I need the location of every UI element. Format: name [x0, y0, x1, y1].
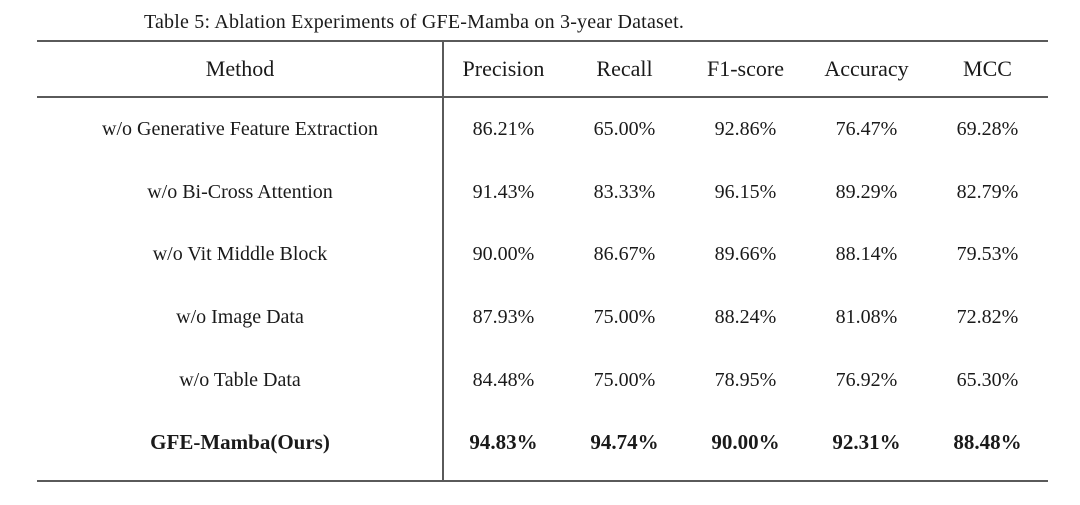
table-caption: Table 5: Ablation Experiments of GFE-Mam…: [143, 11, 685, 33]
column-header-accuracy: Accuracy: [824, 56, 909, 81]
value-cell: 75.00%: [593, 368, 656, 391]
value-cell: 78.95%: [714, 368, 777, 391]
value-cell: 72.82%: [956, 305, 1019, 328]
value-cell: 89.29%: [835, 180, 898, 203]
value-cell: 92.31%: [832, 430, 901, 455]
column-header-recall: Recall: [596, 56, 653, 81]
method-cell: w/o Generative Feature Extraction: [102, 117, 378, 140]
value-cell: 84.48%: [472, 368, 535, 391]
value-cell: 88.14%: [835, 243, 898, 266]
column-header-f1-score: F1-score: [707, 56, 784, 81]
ablation-results-table: Method Precision Recall F1-score Accurac…: [37, 40, 1048, 482]
method-cell: w/o Vit Middle Block: [152, 243, 328, 266]
table-row: w/o Generative Feature Extraction 86.21%…: [37, 98, 1048, 161]
column-divider-line: [442, 42, 444, 480]
value-cell: 91.43%: [472, 180, 535, 203]
value-cell: 86.67%: [593, 243, 656, 266]
column-header-precision: Precision: [462, 56, 545, 81]
method-cell: w/o Image Data: [176, 305, 304, 328]
value-cell: 88.48%: [953, 430, 1022, 455]
table-row: GFE-Mamba(Ours) 94.83% 94.74% 90.00% 92.…: [37, 411, 1048, 474]
table-body: w/o Generative Feature Extraction 86.21%…: [37, 98, 1048, 474]
value-cell: 69.28%: [956, 117, 1019, 140]
table-row: w/o Bi-Cross Attention 91.43% 83.33% 96.…: [37, 161, 1048, 224]
value-cell: 81.08%: [835, 305, 898, 328]
value-cell: 90.00%: [711, 430, 780, 455]
table-row: w/o Vit Middle Block 90.00% 86.67% 89.66…: [37, 223, 1048, 286]
value-cell: 79.53%: [956, 243, 1019, 266]
value-cell: 83.33%: [593, 180, 656, 203]
value-cell: 94.74%: [590, 430, 659, 455]
value-cell: 90.00%: [472, 243, 535, 266]
method-cell: w/o Bi-Cross Attention: [147, 180, 333, 203]
value-cell: 89.66%: [714, 243, 777, 266]
column-header-method: Method: [205, 56, 275, 81]
table-row: w/o Table Data 84.48% 75.00% 78.95% 76.9…: [37, 349, 1048, 412]
method-cell: w/o Table Data: [179, 368, 301, 391]
value-cell: 65.30%: [956, 368, 1019, 391]
column-header-mcc: MCC: [963, 56, 1012, 81]
value-cell: 76.47%: [835, 117, 898, 140]
value-cell: 87.93%: [472, 305, 535, 328]
value-cell: 75.00%: [593, 305, 656, 328]
value-cell: 76.92%: [835, 368, 898, 391]
table-row: w/o Image Data 87.93% 75.00% 88.24% 81.0…: [37, 286, 1048, 349]
value-cell: 88.24%: [714, 305, 777, 328]
value-cell: 94.83%: [469, 430, 538, 455]
value-cell: 65.00%: [593, 117, 656, 140]
value-cell: 86.21%: [472, 117, 535, 140]
table-header-row: Method Precision Recall F1-score Accurac…: [37, 42, 1048, 98]
value-cell: 92.86%: [714, 117, 777, 140]
value-cell: 96.15%: [714, 180, 777, 203]
value-cell: 82.79%: [956, 180, 1019, 203]
method-cell: GFE-Mamba(Ours): [150, 430, 330, 455]
